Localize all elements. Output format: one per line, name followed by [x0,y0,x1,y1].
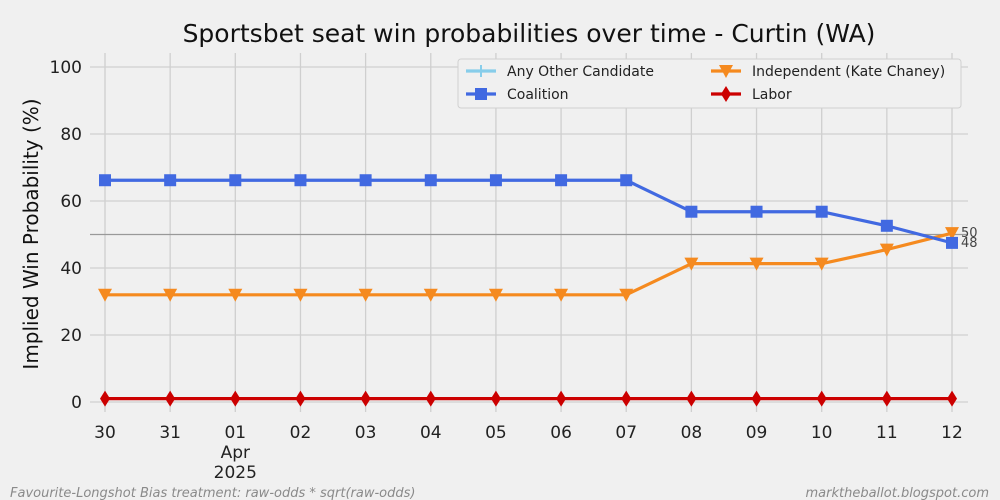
y-tick-label: 60 [60,192,82,212]
legend-box [457,58,962,109]
x-tick-label: 04 [420,423,442,443]
data-point-marker [165,390,176,407]
x-tick-label: 05 [485,423,507,443]
data-point-marker [294,174,307,187]
x-tick-sublabel: 2025 [214,463,257,483]
data-point-marker [425,390,436,407]
data-point-marker [423,288,438,302]
data-point-marker [686,390,697,407]
data-point-marker [814,257,829,271]
data-point-marker [945,227,959,241]
end-value-label: 50 [961,226,978,241]
x-tick-label: 31 [159,423,181,443]
data-point-marker [488,288,503,302]
data-point-marker [620,174,633,187]
data-point-marker [293,288,308,302]
footer-note-left: Favourite-Longshot Bias treatment: raw-o… [10,486,415,500]
data-point-marker [881,390,892,407]
x-tick-label: 07 [615,423,637,443]
data-point-marker [750,205,763,218]
data-point-marker [684,257,699,271]
y-tick-label: 0 [71,393,82,413]
series-coalition [99,174,958,249]
data-point-marker [946,236,958,249]
y-tick-label: 20 [60,326,82,346]
x-tick-label: 12 [941,423,963,443]
chart-title: Sportsbet seat win probabilities over ti… [183,19,876,48]
data-point-marker [749,257,764,271]
data-point-marker [555,174,568,187]
x-tick-label: 10 [811,423,833,443]
x-tick-label: 03 [355,423,377,443]
legend-item: Any Other Candidate [466,64,654,80]
data-point-marker [475,88,487,100]
legend-label: Any Other Candidate [507,64,654,80]
x-tick-label: 09 [746,423,768,443]
data-point-marker [751,390,762,407]
data-point-marker [554,288,569,302]
data-point-marker [229,174,242,187]
data-point-marker [719,65,733,78]
data-point-marker [619,288,634,302]
legend-label: Independent (Kate Chaney) [752,64,945,80]
y-axis-ticks: 0 20 40 60 80 100 [50,58,82,413]
legend: Any Other Candidate Independent (Kate Cha… [457,58,962,109]
y-tick-label: 80 [60,125,82,145]
legend-item: Independent (Kate Chaney) [711,64,945,80]
x-tick-label: 30 [94,423,116,443]
data-point-marker [815,205,828,218]
data-point-marker [685,205,698,218]
series-line [105,178,953,245]
series-group [98,174,959,407]
data-point-marker [880,219,893,232]
series-labor [100,390,957,407]
data-point-marker [490,390,501,407]
x-tick-label: 06 [550,423,572,443]
data-point-marker [164,174,177,187]
data-point-marker [98,288,112,302]
y-tick-label: 40 [60,259,82,279]
legend-item: Labor [711,86,792,103]
data-point-marker [228,288,243,302]
data-point-marker [360,390,371,407]
data-point-marker [721,86,731,102]
legend-label: Coalition [507,87,569,103]
legend-item: Coalition [466,87,569,103]
data-point-marker [816,390,827,407]
x-tick-label: 01 [224,423,246,443]
end-value-label: 48 [961,236,978,251]
data-point-marker [424,174,437,187]
legend-label: Labor [752,87,792,103]
footer-note-right: marktheballot.blogspot.com [805,486,989,500]
x-tick-label: 11 [876,423,898,443]
x-tick-label: 02 [290,423,312,443]
data-point-marker [475,65,487,77]
data-point-marker [879,243,894,257]
data-point-marker [163,288,178,302]
data-point-marker [489,174,502,187]
data-point-marker [947,390,957,407]
x-tick-sublabel: Apr [221,443,250,463]
x-tick-label: 08 [681,423,703,443]
grid [90,53,968,412]
data-point-marker [99,174,111,187]
data-point-marker [100,390,110,407]
data-point-marker [230,390,241,407]
data-point-marker [621,390,632,407]
data-point-marker [556,390,567,407]
data-point-marker [359,174,372,187]
series-independent-kate-chaney [98,227,959,302]
data-point-marker [358,288,373,302]
y-axis-title: Implied Win Probability (%) [19,98,43,369]
data-point-marker [295,390,306,407]
series-line [105,231,953,297]
y-tick-label: 100 [50,58,82,78]
